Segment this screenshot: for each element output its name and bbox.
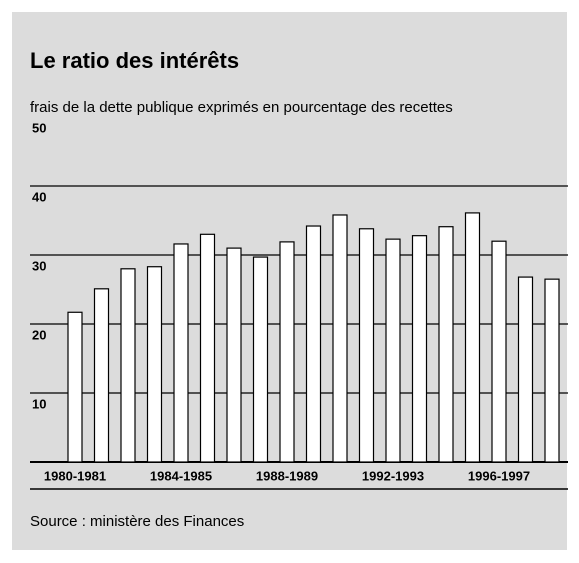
y-tick-label: 20 — [32, 327, 46, 342]
bar — [305, 225, 322, 463]
x-tick-label: 1984-1985 — [150, 468, 212, 483]
bar — [358, 228, 375, 463]
bar — [252, 256, 269, 463]
source: Source : ministère des Finances — [30, 513, 244, 530]
bar — [120, 268, 136, 463]
bar — [385, 238, 401, 463]
bar — [93, 288, 110, 463]
bar — [438, 226, 454, 463]
bar — [146, 266, 163, 463]
y-tick-label: 50 — [32, 120, 46, 135]
bar — [173, 243, 189, 463]
bar — [67, 311, 83, 463]
x-tick-label: 1996-1997 — [468, 468, 530, 483]
chart-title: Le ratio des intérêts — [30, 48, 239, 73]
y-tick-label: 30 — [32, 258, 46, 273]
bar — [464, 212, 481, 463]
x-tick-label: 1992-1993 — [362, 468, 424, 483]
x-tick-label: 1980-1981 — [44, 468, 106, 483]
bar — [491, 240, 507, 463]
chart-subtitle: frais de la dette publique exprimés en p… — [30, 99, 453, 116]
bar — [226, 247, 242, 463]
bar — [199, 233, 216, 463]
bar — [411, 235, 428, 463]
y-tick-label: 40 — [32, 189, 46, 204]
bar — [332, 214, 348, 463]
y-tick-label: 10 — [32, 396, 46, 411]
bar — [279, 241, 295, 463]
bar — [544, 278, 560, 463]
bar — [517, 276, 534, 463]
x-tick-label: 1988-1989 — [256, 468, 318, 483]
